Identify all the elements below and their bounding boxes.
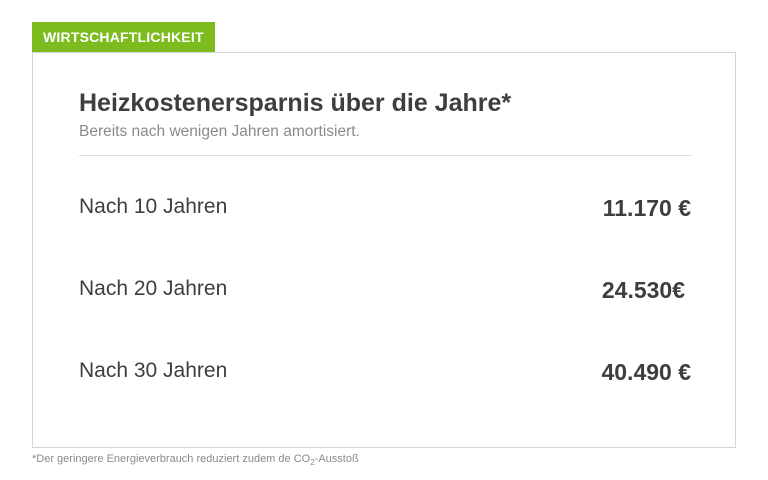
card-subtitle: Bereits nach wenigen Jahren amortisiert. (79, 123, 360, 140)
row-label: Nach 20 Jahren (79, 277, 228, 300)
divider (79, 155, 691, 156)
footnote-suffix: -Ausstoß (314, 453, 359, 465)
footnote: *Der geringere Energieverbrauch reduzier… (32, 453, 359, 467)
row-label: Nach 10 Jahren (79, 195, 228, 218)
footnote-subscript: 2 (310, 458, 315, 468)
row-value: 40.490 € (601, 359, 691, 385)
row-label: Nach 30 Jahren (79, 359, 228, 382)
savings-card: Heizkostenersparnis über die Jahre* Bere… (32, 52, 736, 448)
savings-row-30-years: Nach 30 Jahren 40.490 € (79, 359, 691, 391)
row-value: 24.530€ (601, 277, 685, 303)
section-tab-label: WIRTSCHAFTLICHKEIT (32, 22, 215, 52)
row-value: 11.170 € (602, 195, 691, 221)
savings-row-20-years: Nach 20 Jahren 24.530€ (79, 277, 691, 309)
footnote-text: *Der geringere Energieverbrauch reduzier… (32, 453, 311, 465)
savings-row-10-years: Nach 10 Jahren 11.170 € (79, 195, 691, 227)
card-title: Heizkostenersparnis über die Jahre* (79, 89, 512, 117)
